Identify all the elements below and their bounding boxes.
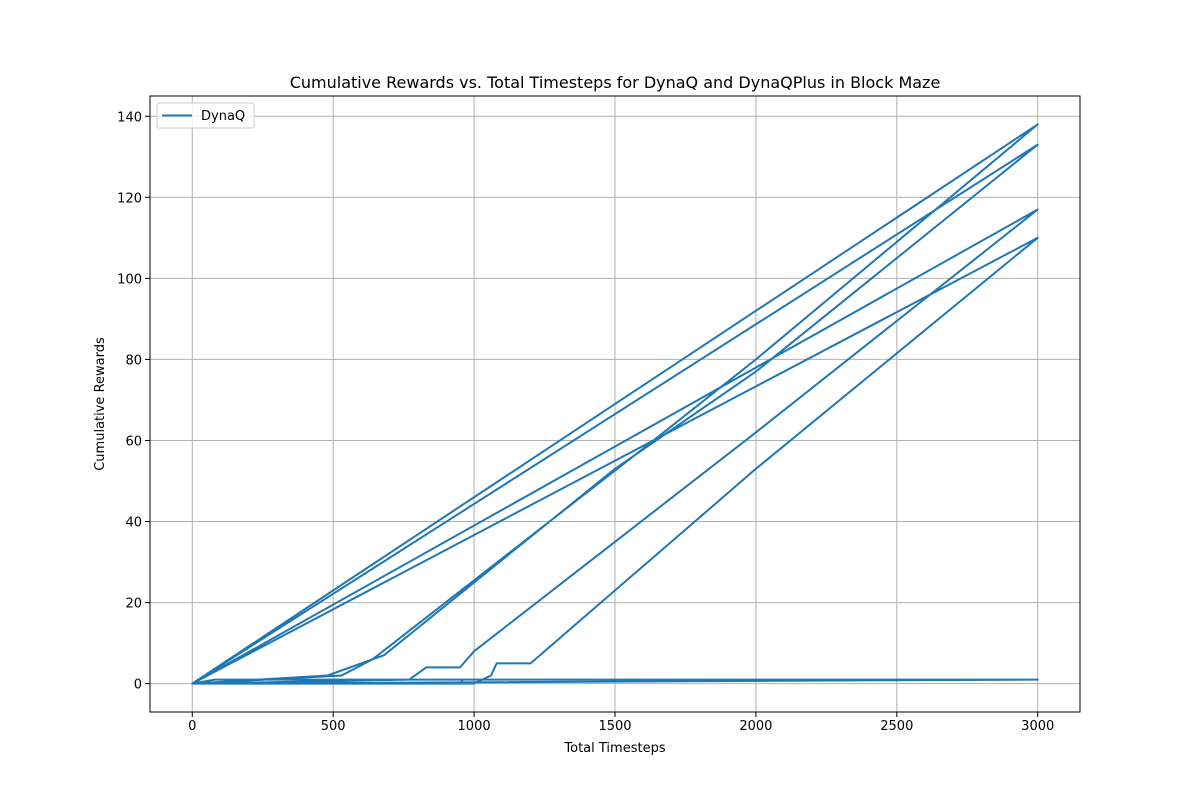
y-tick-label: 100 [117,272,142,287]
x-tick-label: 2000 [739,719,772,734]
y-tick-label: 60 [125,434,142,449]
chart-title: Cumulative Rewards vs. Total Timesteps f… [290,73,941,92]
legend-label-dynaq: DynaQ [201,109,245,124]
y-tick-label: 140 [117,110,142,125]
x-tick-label: 1500 [598,719,631,734]
x-tick-label: 500 [321,719,346,734]
y-tick-label: 120 [117,191,142,206]
y-tick-label: 80 [125,353,142,368]
x-tick-label: 1000 [458,719,491,734]
x-tick-label: 3000 [1021,719,1054,734]
x-tick-label: 0 [188,719,196,734]
series-layer [191,123,1039,685]
y-axis-label: Cumulative Rewards [93,337,108,471]
y-tick-label: 40 [125,516,142,531]
x-axis-label: Total Timesteps [563,741,665,756]
y-tick-label: 20 [125,597,142,612]
x-tick-label: 2500 [880,719,913,734]
legend-box [156,102,255,129]
series-line-0 [191,123,1039,685]
y-tick-label: 0 [134,678,142,693]
legend: DynaQ [156,102,255,129]
axis-ticks: 0 500 1000 1500 2000 2500 3000 0 20 40 60 80 100 120 1… [117,110,1054,734]
